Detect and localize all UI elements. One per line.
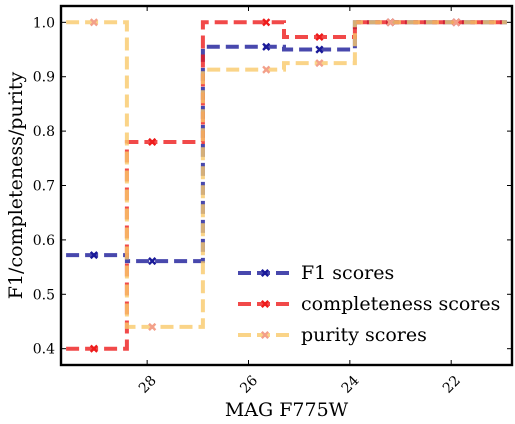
x-tick-label: 24	[339, 373, 363, 397]
legend-marker-1	[260, 299, 270, 309]
legend-label-2: purity scores	[301, 324, 427, 346]
series-2-point	[148, 322, 157, 331]
series-1-point	[148, 137, 157, 147]
x-tick-label: 22	[440, 373, 464, 397]
series-2-point	[386, 18, 395, 27]
series-2-point	[262, 65, 271, 74]
legend-label-1: completeness scores	[301, 293, 500, 315]
series-1-point	[89, 344, 98, 353]
y-tick-label: 1.0	[33, 15, 55, 31]
legend-label-0: F1 scores	[301, 262, 394, 284]
series-line-2	[66, 20, 507, 329]
series-0-point	[148, 257, 157, 266]
y-tick-label: 0.5	[33, 287, 55, 303]
series-1-point	[262, 18, 271, 27]
series-0-point	[89, 251, 98, 260]
legend: F1 scores completeness scores purity score…	[238, 262, 500, 346]
series-0-point	[315, 45, 324, 54]
legend-marker-2	[260, 330, 270, 340]
y-tick-label: 0.4	[33, 342, 55, 358]
x-axis-label: MAG F775W	[225, 399, 349, 421]
y-tick-label: 0.9	[33, 70, 55, 86]
legend-marker-0	[260, 268, 270, 278]
y-axis-label: F1/completeness/purity	[5, 72, 27, 300]
series-layer	[66, 18, 507, 353]
y-tick-label: 0.6	[33, 233, 55, 249]
y-tick-label: 0.7	[33, 179, 55, 195]
series-1-point	[315, 32, 324, 42]
ticks-layer: 0.4 0.5 0.6 0.7 0.8 0.9 1.0 28 26 24 22	[33, 6, 512, 397]
series-0-point	[262, 42, 271, 51]
x-tick-label: 26	[237, 373, 261, 397]
series-2-point	[452, 18, 461, 27]
y-tick-label: 0.8	[33, 124, 55, 140]
series-2-point	[89, 18, 98, 27]
series-2-point	[315, 59, 324, 68]
x-tick-label: 28	[136, 373, 160, 397]
